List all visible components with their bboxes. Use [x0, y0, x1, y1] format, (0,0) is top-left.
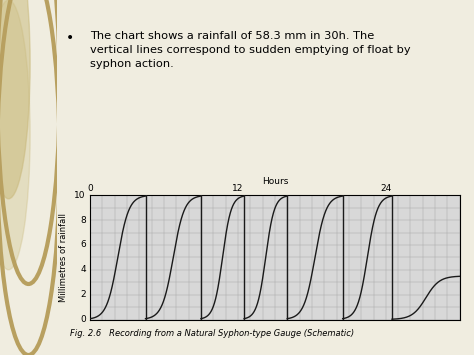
Text: 0: 0	[80, 315, 86, 324]
Text: Millimetres of rainfall: Millimetres of rainfall	[59, 213, 68, 302]
Text: 2: 2	[80, 290, 86, 299]
Text: 6: 6	[80, 240, 86, 250]
Text: 4: 4	[80, 265, 86, 274]
Text: The chart shows a rainfall of 58.3 mm in 30h. The
vertical lines correspond to s: The chart shows a rainfall of 58.3 mm in…	[90, 31, 410, 70]
Circle shape	[0, 0, 30, 199]
Circle shape	[0, 0, 30, 270]
Text: Hours: Hours	[262, 177, 288, 186]
Text: Fig. 2.6   Recording from a Natural Syphon-type Gauge (Schematic): Fig. 2.6 Recording from a Natural Syphon…	[70, 329, 354, 338]
Text: 10: 10	[74, 191, 86, 200]
Text: •: •	[65, 31, 74, 45]
Text: 0: 0	[87, 184, 93, 193]
Text: 12: 12	[232, 184, 244, 193]
Text: 24: 24	[380, 184, 392, 193]
Text: 8: 8	[80, 215, 86, 225]
